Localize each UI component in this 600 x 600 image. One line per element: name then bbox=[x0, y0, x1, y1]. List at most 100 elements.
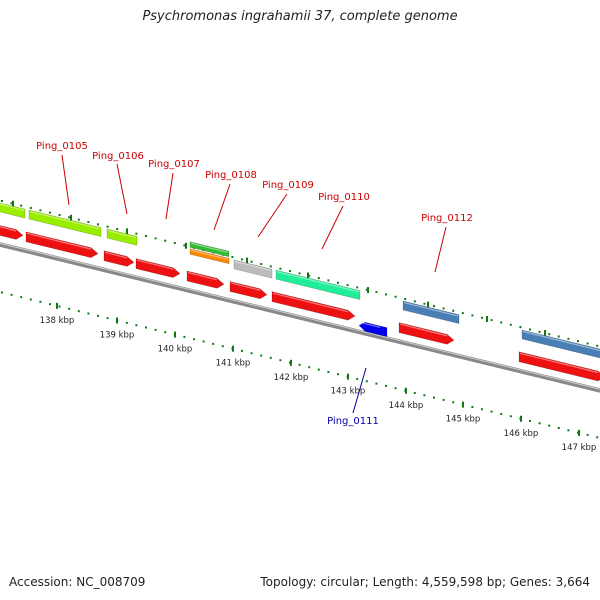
upper-ruler-dot bbox=[183, 244, 186, 247]
cog-box-ping-0113 bbox=[521, 329, 600, 359]
upper-ruler-dot bbox=[577, 340, 579, 343]
upper-ruler-dot bbox=[308, 274, 311, 277]
upper-ruler-dot bbox=[317, 277, 320, 280]
scale-label: 138 kbp bbox=[40, 316, 75, 326]
scale-ruler-dot bbox=[125, 321, 128, 324]
upper-ruler-dot bbox=[289, 270, 291, 273]
upper-ruler-dot bbox=[394, 295, 397, 298]
scale-ruler-dot bbox=[538, 422, 541, 425]
scale-ruler-dot bbox=[183, 335, 186, 338]
cog-box-ping-0108-green bbox=[189, 241, 230, 258]
scale-ruler-dot bbox=[241, 349, 243, 352]
scale-ruler-dot bbox=[212, 342, 215, 345]
cog-box-ping-0112-highlight bbox=[403, 301, 459, 317]
scale-ruler-dot bbox=[221, 345, 224, 348]
upper-ruler-dot bbox=[58, 214, 61, 217]
upper-ruler-dot bbox=[385, 293, 387, 296]
cds-arrow-ping-0105-highlight bbox=[26, 232, 92, 250]
scale-ruler-dot bbox=[596, 436, 599, 439]
upper-ruler-dot bbox=[596, 344, 599, 347]
genome-stats-text: Topology: circular; Length: 4,559,598 bp… bbox=[260, 575, 590, 589]
scale-ruler-dot bbox=[481, 408, 483, 411]
upper-ruler-dot bbox=[1, 199, 3, 202]
upper-ruler-dot bbox=[452, 309, 455, 312]
upper-ruler-dot bbox=[586, 342, 589, 345]
upper-ruler-dot bbox=[29, 206, 32, 209]
scale-label: 143 kbp bbox=[331, 387, 366, 397]
upper-ruler-dot bbox=[154, 237, 157, 240]
scale-ruler-dot bbox=[337, 373, 339, 376]
map-title: Psychromonas ingrahamii 37, complete gen… bbox=[142, 9, 458, 24]
scale-ruler-dot bbox=[77, 310, 80, 313]
scale-label: 139 kbp bbox=[100, 330, 135, 340]
upper-ruler-dot bbox=[404, 298, 407, 301]
scale-ruler-dot bbox=[317, 368, 320, 371]
scale-label: 145 kbp bbox=[446, 415, 481, 425]
scale-ruler-dot bbox=[442, 398, 445, 401]
cds-arrow-ping-0104-highlight bbox=[0, 226, 17, 232]
cds-arrow-ping-0111-highlight bbox=[359, 321, 381, 329]
upper-ruler-dot bbox=[375, 291, 378, 294]
gene-label: Ping_0110 bbox=[318, 192, 370, 203]
gene-label: Ping_0107 bbox=[148, 159, 200, 170]
cds-arrow-ping-0111 bbox=[358, 321, 388, 338]
upper-ruler-dot bbox=[461, 312, 464, 315]
cog-box-ping-0108-green-highlight bbox=[190, 242, 229, 254]
cog-box-ping-0112 bbox=[402, 300, 460, 325]
cds-arrow-ping-0112 bbox=[398, 322, 455, 345]
cog-box-ping-0105-highlight bbox=[29, 210, 101, 230]
scale-label: 142 kbp bbox=[274, 373, 309, 383]
upper-ruler-dot bbox=[10, 202, 13, 205]
gene-label: Ping_0108 bbox=[205, 170, 257, 181]
scale-ruler-dot bbox=[164, 331, 167, 334]
upper-ruler-dot bbox=[231, 256, 234, 259]
scale-ruler-dot bbox=[202, 340, 205, 343]
scale-ruler-dot bbox=[586, 433, 589, 436]
cds-arrow-ping-0104 bbox=[0, 225, 24, 240]
feature-layer bbox=[0, 202, 600, 382]
upper-ruler-dot bbox=[298, 272, 301, 275]
scale-ruler-dot bbox=[327, 370, 330, 373]
cds-arrow-ping-0109 bbox=[229, 281, 268, 300]
cog-box-ping-0108-orange bbox=[189, 248, 230, 265]
scale-ruler-dot bbox=[413, 391, 416, 394]
upper-ruler-dot bbox=[365, 288, 368, 291]
scale-ruler-dot bbox=[68, 307, 71, 310]
upper-ruler-dot bbox=[337, 281, 339, 284]
upper-ruler-dot bbox=[49, 211, 51, 214]
scale-ruler-dot bbox=[106, 317, 109, 320]
upper-ruler-dot bbox=[442, 307, 445, 310]
cog-box-ping-0110-highlight bbox=[276, 271, 360, 293]
cds-arrow-ping-0113 bbox=[518, 351, 600, 382]
gene-label-leader-line bbox=[165, 172, 174, 220]
scale-ruler-dot bbox=[500, 412, 503, 415]
scale-ruler-dot bbox=[145, 326, 147, 329]
cog-box-ping-0109 bbox=[233, 259, 273, 279]
cds-arrow-ping-0109-highlight bbox=[230, 282, 261, 291]
upper-ruler-dot bbox=[356, 286, 359, 289]
scale-ruler-dot bbox=[260, 354, 263, 357]
cog-box-ping-0104-highlight bbox=[0, 203, 25, 211]
gene-label-leader-line bbox=[257, 193, 288, 238]
label-layer: 138 kbp 139 kbp 140 kbp 141 kbp 142 kbp 143 k… bbox=[36, 141, 596, 453]
upper-ruler-dot bbox=[39, 209, 42, 212]
gene-label-leader-line bbox=[321, 205, 344, 250]
cog-box-ping-0105 bbox=[28, 209, 102, 237]
cds-arrow-ping-0106 bbox=[103, 250, 135, 267]
cds-arrow-ping-0108-highlight bbox=[187, 271, 218, 281]
gene-label: Ping_0109 bbox=[262, 180, 314, 191]
scale-ruler-dot bbox=[49, 303, 51, 306]
scale-ruler-dot bbox=[529, 419, 531, 422]
cds-arrow-ping-0107 bbox=[135, 258, 181, 278]
scale-ruler-dot bbox=[509, 415, 512, 418]
upper-ruler-dot bbox=[509, 323, 512, 326]
upper-ruler-dot bbox=[500, 321, 503, 324]
cog-box-ping-0113-highlight bbox=[522, 330, 600, 352]
upper-ruler-dot bbox=[548, 333, 551, 336]
scale-ruler-dot bbox=[135, 324, 138, 327]
upper-ruler-dot bbox=[423, 302, 426, 305]
upper-ruler-dot bbox=[97, 223, 99, 226]
scale-ruler-dot bbox=[308, 366, 311, 369]
cds-arrow-ping-0113-highlight bbox=[519, 352, 599, 374]
